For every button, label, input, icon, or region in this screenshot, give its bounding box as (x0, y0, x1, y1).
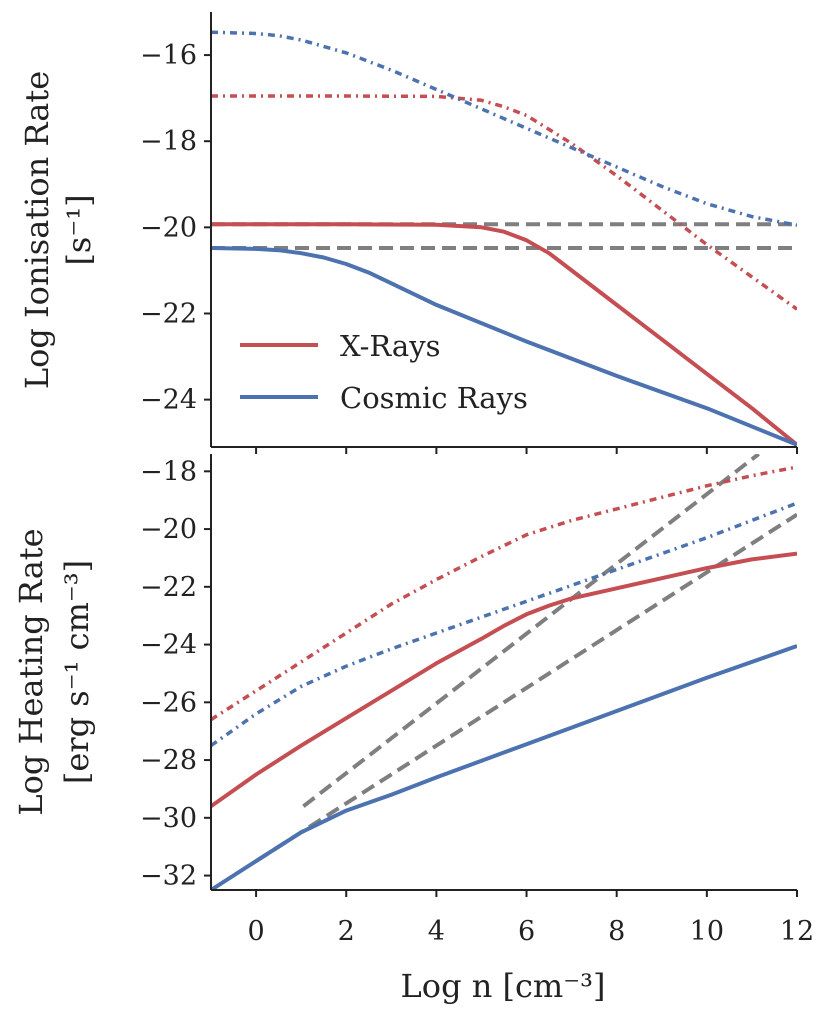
heating-y-label-line1: Log Heating Rate (12, 528, 50, 815)
heating-series-x-rays-reference (302, 454, 760, 808)
heating-series-x-rays (211, 551, 797, 808)
heating-y-tick-label: −24 (140, 630, 197, 661)
ionisation-series-cosmic-rays (211, 246, 797, 447)
x-tick-label: 4 (428, 916, 445, 947)
heating-y-tick-label: −30 (140, 803, 197, 834)
heating-y-tick-label: −26 (140, 687, 197, 718)
heating-series-cosmic-rays-reference (255, 512, 797, 863)
ionisation-y-tick-label: −22 (140, 298, 197, 329)
heating-y-tick-label: −20 (140, 514, 197, 545)
ionisation-series-x-rays-dash-dot (211, 94, 797, 311)
heating-panel: −18 −20 −22 −24 −26 −28 −30 −32 0 2 4 6 8 10 12 Log H… (12, 454, 814, 1005)
x-tick-label: 2 (338, 916, 355, 947)
ionisation-y-label-line1: Log Ionisation Rate (18, 71, 56, 389)
ionisation-y-ticks: −16 −18 −20 −22 −24 (140, 40, 211, 416)
heating-x-ticks: 0 2 4 6 8 10 12 (247, 890, 814, 947)
x-tick-label: 6 (518, 916, 535, 947)
x-tick-label: 10 (690, 916, 724, 947)
heating-series-cosmic-rays-dash-dot (211, 501, 797, 748)
heating-series-x-rays-dash-dot (211, 465, 797, 722)
ionisation-y-tick-label: −16 (140, 40, 197, 71)
ionisation-panel: −16 −18 −20 −22 −24 Log Ionisation Rate [s⁻¹… (18, 12, 798, 454)
ionisation-y-label-line2: [s⁻¹] (60, 194, 98, 265)
heating-y-tick-label: −22 (140, 572, 197, 603)
x-tick-label: 0 (247, 916, 264, 947)
ionisation-y-tick-label: −18 (140, 126, 197, 157)
x-tick-label: 8 (608, 916, 625, 947)
heating-y-label-line2: [erg s⁻¹ cm⁻³] (58, 560, 96, 784)
ionisation-series-layer (211, 30, 797, 447)
heating-y-tick-label: −32 (140, 861, 197, 892)
ionisation-y-tick-label: −20 (140, 212, 197, 243)
x-tick-label: 12 (780, 916, 814, 947)
heating-y-tick-label: −28 (140, 745, 197, 776)
legend-label-x-rays: X-Rays (340, 329, 440, 363)
legend: X-Rays Cosmic Rays (240, 329, 528, 415)
ionisation-series-x-rays (211, 222, 797, 447)
heating-series-cosmic-rays (211, 644, 797, 891)
legend-label-cosmic-rays: Cosmic Rays (340, 381, 528, 415)
heating-series-layer (211, 454, 797, 891)
ionisation-series-cosmic-rays-dash-dot (211, 30, 797, 227)
ionisation-y-tick-label: −24 (140, 385, 197, 416)
heating-y-tick-label: −18 (140, 456, 197, 487)
ionisation-x-ticks (255, 447, 798, 454)
heating-y-ticks: −18 −20 −22 −24 −26 −28 −30 −32 (140, 456, 211, 892)
x-axis-label: Log n [cm⁻³] (401, 967, 606, 1005)
